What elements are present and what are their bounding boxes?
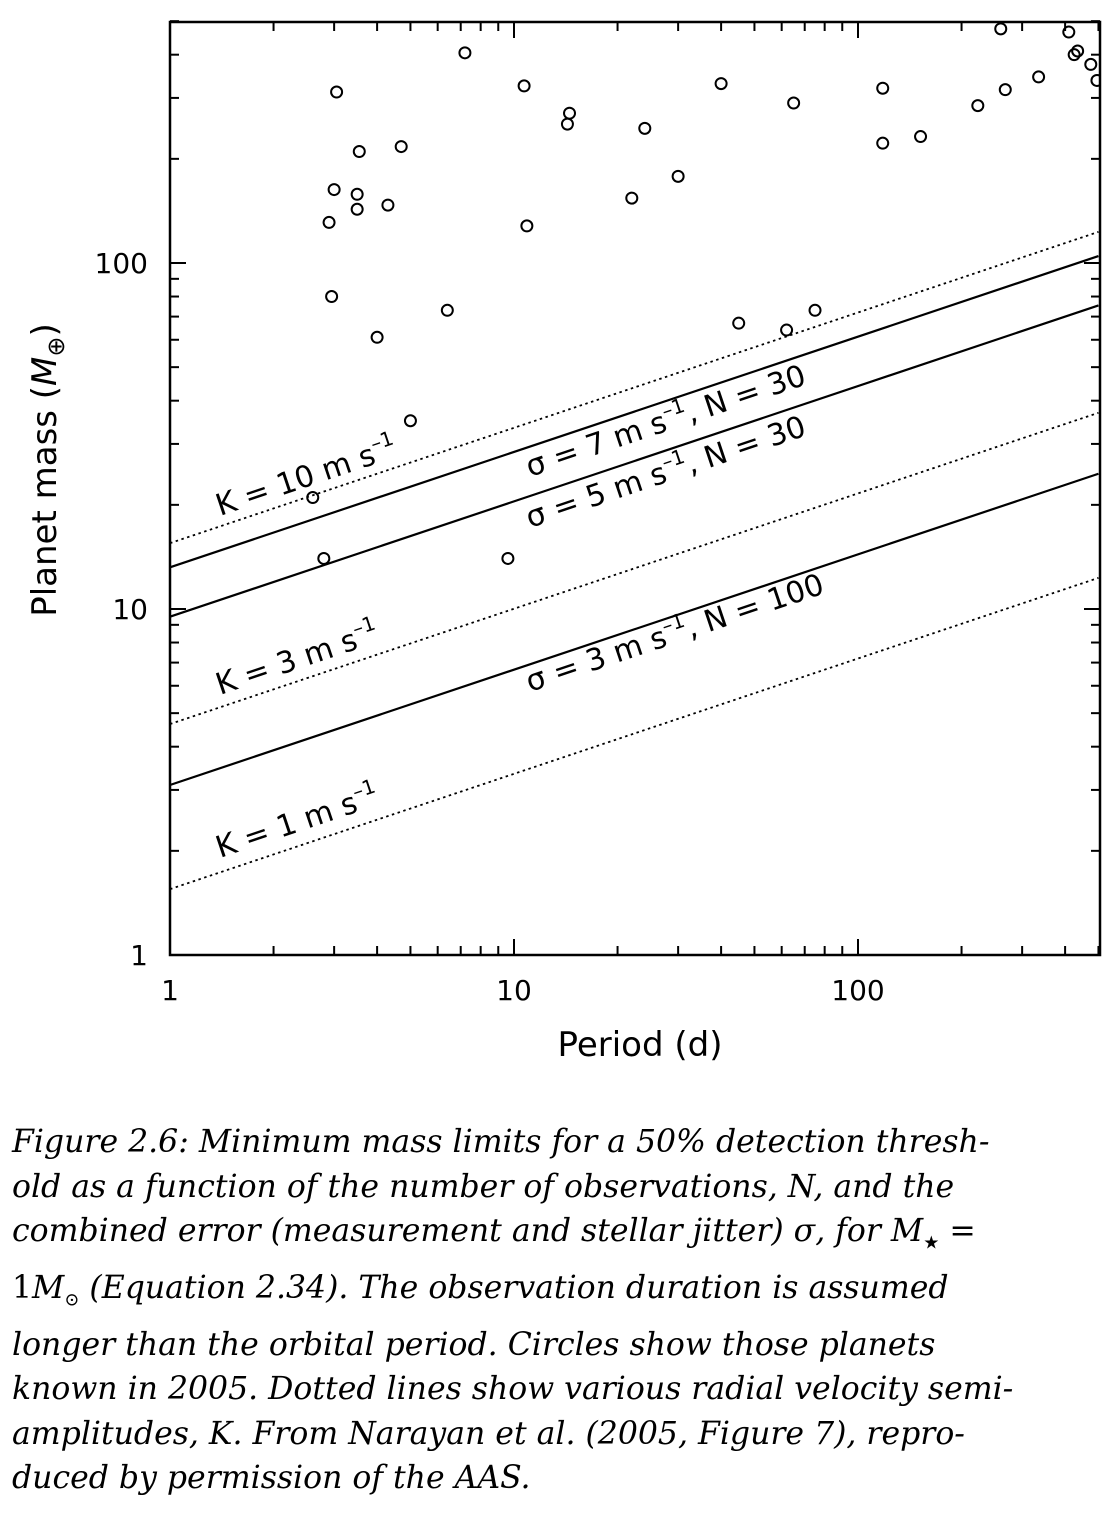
- x-tick-label: 10: [496, 974, 532, 1007]
- planet-point: [732, 316, 746, 330]
- planet-point: [1084, 57, 1098, 71]
- planet-point: [350, 202, 364, 216]
- k-line-label-0: K = 10 m s–1: [210, 426, 402, 524]
- caption-line-2: old as a function of the number of obser…: [12, 1168, 955, 1205]
- planet-point: [1032, 70, 1046, 84]
- y-axis-title: Planet mass (M⊕): [25, 323, 70, 617]
- planet-point: [517, 79, 531, 93]
- planet-point: [306, 491, 320, 505]
- k-line-label-1: K = 3 m s–1: [210, 611, 384, 703]
- planet-point: [714, 77, 728, 91]
- planet-point: [671, 169, 685, 183]
- planet-point: [994, 22, 1008, 36]
- planet-point: [876, 81, 890, 95]
- planet-point: [998, 83, 1012, 97]
- chart: 1 10 100 1 10 100 K = 10 m s–1 K = 3 m s–1 K = …: [25, 20, 1102, 1065]
- x-tick-label: 1: [161, 974, 179, 1007]
- planet-point: [914, 130, 928, 144]
- planet-point: [563, 106, 577, 120]
- planet-points: [306, 22, 1100, 565]
- model-lines: [170, 231, 1099, 890]
- k-line-2: [170, 577, 1099, 890]
- planet-point: [317, 551, 331, 565]
- axis-ticks: 1 10 100 1 10 100: [95, 20, 1100, 1007]
- planet-point: [1090, 73, 1100, 87]
- sigma-line-5: [170, 472, 1099, 787]
- planet-point: [403, 414, 417, 428]
- planet-point: [352, 145, 366, 159]
- k-line-1: [170, 411, 1099, 725]
- x-axis-title: Period (d): [558, 1025, 723, 1065]
- planet-point: [876, 136, 890, 150]
- caption-line-8: duced by permission of the AAS.: [12, 1460, 531, 1497]
- sigma-line-3: [170, 254, 1099, 569]
- k-line-label-2: K = 1 m s–1: [210, 774, 384, 866]
- planet-point: [520, 219, 534, 233]
- planet-point: [808, 303, 822, 317]
- caption-line-4: 1M⊙ (Equation 2.34). The observation dur…: [12, 1269, 949, 1311]
- planet-point: [330, 85, 344, 99]
- caption-line-3: combined error (measurement and stellar …: [12, 1213, 976, 1254]
- y-tick-label: 10: [112, 593, 148, 626]
- planet-point: [501, 551, 515, 565]
- planet-point: [1062, 25, 1076, 39]
- planet-point: [327, 183, 341, 197]
- planet-point: [440, 303, 454, 317]
- planet-point: [325, 290, 339, 304]
- caption-line-1: Figure 2.6: Minimum mass limits for a 50…: [12, 1124, 990, 1160]
- x-tick-label: 100: [831, 974, 884, 1007]
- planet-point: [370, 330, 384, 344]
- planet-point: [625, 191, 639, 205]
- caption-line-5: longer than the orbital period. Circles …: [12, 1326, 936, 1363]
- planet-point: [394, 140, 408, 154]
- planet-point: [560, 117, 574, 131]
- line-labels: K = 10 m s–1K = 3 m s–1K = 1 m s–1σ = 7 …: [210, 358, 829, 866]
- planet-point: [787, 96, 801, 110]
- planet-point: [971, 99, 985, 113]
- planet-point: [322, 215, 336, 229]
- planet-point: [638, 121, 652, 135]
- planet-point: [780, 323, 794, 337]
- k-line-0: [170, 231, 1099, 544]
- planet-point: [381, 198, 395, 212]
- figure-caption: Figure 2.6: Minimum mass limits for a 50…: [12, 1120, 1110, 1501]
- sigma-line-label-5: σ = 3 m s–1, N = 100: [520, 563, 829, 700]
- y-tick-label: 1: [130, 939, 148, 972]
- plot-frame: [168, 20, 1102, 957]
- y-tick-label: 100: [95, 247, 148, 280]
- caption-line-7: amplitudes, K. From Narayan et al. (2005…: [12, 1415, 965, 1452]
- planet-point: [350, 187, 364, 201]
- planet-point: [458, 46, 472, 60]
- planet-point: [1071, 44, 1085, 58]
- caption-line-6: known in 2005. Dotted lines show various…: [12, 1371, 1014, 1408]
- planet-point: [1067, 48, 1081, 62]
